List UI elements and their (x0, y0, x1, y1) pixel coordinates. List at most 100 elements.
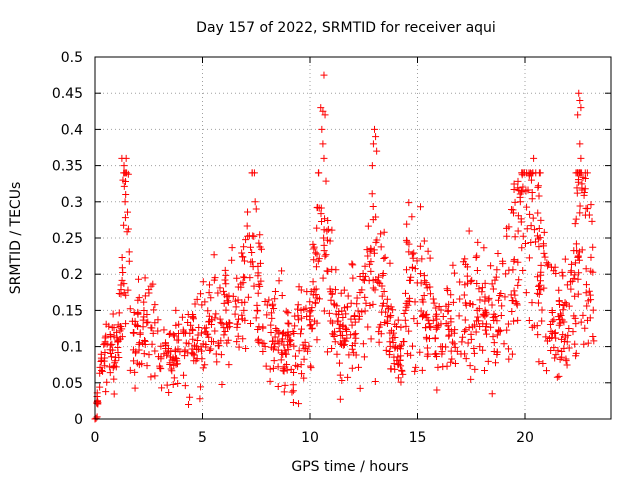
data-point (199, 278, 207, 286)
data-point (355, 363, 363, 371)
data-point (238, 249, 246, 257)
data-point (147, 324, 155, 332)
data-point (345, 351, 353, 359)
data-point (476, 343, 484, 351)
data-point (433, 324, 441, 332)
data-point (218, 320, 226, 328)
data-point (491, 276, 499, 284)
data-point (207, 294, 215, 302)
data-point (590, 337, 598, 345)
data-point (555, 286, 563, 294)
data-point (420, 237, 428, 245)
data-point (402, 306, 410, 314)
data-point (399, 370, 407, 378)
data-point (306, 308, 314, 316)
data-point (423, 310, 431, 318)
data-point (533, 322, 541, 330)
data-point (534, 235, 542, 243)
data-point (310, 243, 318, 251)
data-point (447, 315, 455, 323)
data-point (317, 204, 325, 212)
data-point (389, 306, 397, 314)
data-point (306, 312, 314, 320)
data-point (566, 278, 574, 286)
data-point (122, 191, 130, 199)
data-point (233, 274, 241, 282)
data-point (443, 285, 451, 293)
data-point (271, 295, 279, 303)
data-point (336, 327, 344, 335)
data-point (574, 275, 582, 283)
data-point (462, 355, 470, 363)
data-point (266, 365, 274, 373)
data-point (342, 325, 350, 333)
data-point (450, 340, 458, 348)
data-point (116, 327, 124, 335)
data-point (143, 319, 151, 327)
data-point (122, 154, 130, 162)
data-point (536, 277, 544, 285)
data-point (374, 278, 382, 286)
data-point (528, 299, 536, 307)
data-point (368, 162, 376, 170)
data-point (143, 310, 151, 318)
data-point (169, 354, 177, 362)
data-point (567, 268, 575, 276)
data-point (205, 281, 213, 289)
data-point (410, 315, 418, 323)
data-point (417, 307, 425, 315)
data-point (493, 331, 501, 339)
data-point (128, 317, 136, 325)
data-point (537, 261, 545, 269)
data-point (151, 347, 159, 355)
data-point (287, 365, 295, 373)
data-point (505, 355, 513, 363)
data-point (348, 364, 356, 372)
data-point (328, 345, 336, 353)
data-point (265, 296, 273, 304)
data-point (563, 361, 571, 369)
data-point (281, 381, 289, 389)
data-point (151, 319, 159, 327)
data-point (543, 367, 551, 375)
data-point (574, 290, 582, 298)
data-point (394, 344, 402, 352)
data-point (510, 256, 518, 264)
data-point (122, 320, 130, 328)
data-point (106, 331, 114, 339)
data-point (367, 244, 375, 252)
data-point (144, 318, 152, 326)
data-point (435, 302, 443, 310)
data-point (448, 355, 456, 363)
data-point (579, 173, 587, 181)
data-point (576, 96, 584, 104)
data-point (529, 214, 537, 222)
data-point (240, 306, 248, 314)
data-point (173, 360, 181, 368)
data-point (369, 300, 377, 308)
data-point (370, 246, 378, 254)
data-point (561, 299, 569, 307)
data-point (431, 350, 439, 358)
data-point (361, 307, 369, 315)
data-point (386, 348, 394, 356)
data-point (369, 276, 377, 284)
data-point (516, 193, 524, 201)
data-point (261, 343, 269, 351)
data-point (493, 348, 501, 356)
data-point (253, 301, 261, 309)
data-point (170, 356, 178, 364)
data-point (191, 300, 199, 308)
data-point (96, 383, 104, 391)
data-point (130, 357, 138, 365)
data-point (359, 269, 367, 277)
data-point (589, 333, 597, 341)
y-tick-label: 0.15 (52, 303, 83, 319)
data-point (314, 257, 322, 265)
data-point (196, 395, 204, 403)
data-point (382, 346, 390, 354)
data-point (339, 314, 347, 322)
data-point (473, 280, 481, 288)
data-point (467, 335, 475, 343)
data-point (212, 350, 220, 358)
